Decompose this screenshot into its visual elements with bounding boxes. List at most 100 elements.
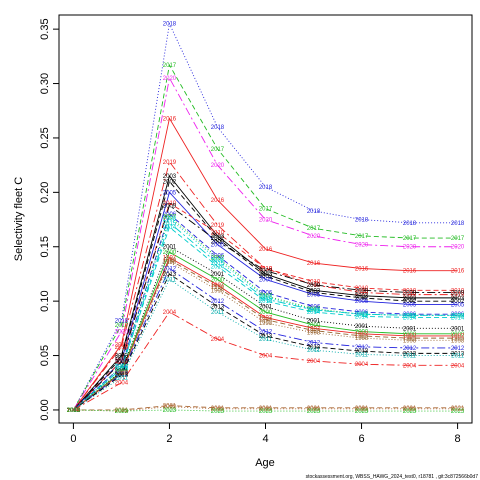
point-label-2014-age-3: 2014 [211, 264, 225, 270]
point-label-2013-age-0: 2013 [67, 408, 81, 414]
point-label-1998-age-4: 1998 [259, 321, 273, 327]
point-label-1997-age-8: 1997 [451, 334, 465, 340]
point-label-2011-age-6: 2011 [355, 352, 369, 358]
point-label-2007-age-2: 2007 [163, 214, 177, 220]
point-label-2009-age-0: 2009 [67, 408, 81, 414]
point-label-2018-age-3: 2018 [211, 125, 225, 131]
point-label-2010-age-3: 2010 [211, 231, 225, 237]
point-label-2018-age-2: 2018 [163, 22, 177, 28]
point-label-2005-age-2: 2005 [163, 190, 177, 196]
point-label-2008-age-2: 2008 [163, 216, 177, 222]
point-label-2008-age-3: 2008 [211, 258, 225, 264]
point-label-1999-age-1: 1999 [115, 371, 129, 377]
point-label-2022-age-8: 2022 [451, 407, 465, 413]
point-label-2007-age-0: 2007 [67, 408, 81, 414]
point-label-2003-age-5: 2003 [307, 288, 321, 294]
series-line-2016 [73, 117, 458, 411]
series-layer [73, 22, 458, 412]
point-label-2002-age-6: 2002 [355, 296, 369, 302]
point-label-2009-age-7: 2009 [403, 290, 417, 296]
y-tick-label-4: 0.20 [39, 182, 51, 203]
point-label-2006-age-1: 2006 [115, 364, 129, 370]
point-label-2015-age-3: 2015 [211, 261, 225, 267]
point-label-2004-age-1: 2004 [115, 381, 129, 387]
point-label-2002-age-1: 2002 [115, 356, 129, 362]
point-label-2007-age-5: 2007 [307, 307, 321, 313]
point-label-2007-age-1: 2007 [115, 364, 129, 370]
point-label-2016-age-2: 2016 [163, 116, 177, 122]
point-label-2019-age-6: 2019 [355, 290, 369, 296]
point-label-2012-age-7: 2012 [403, 346, 417, 352]
plot-frame [58, 14, 473, 424]
point-label-2008-age-5: 2008 [307, 308, 321, 314]
point-label-2020-age-3: 2020 [211, 163, 225, 169]
point-label-2020-age-7: 2020 [403, 245, 417, 251]
point-label-2009-age-2: 2009 [163, 203, 177, 209]
point-label-2018-age-7: 2018 [403, 221, 417, 227]
point-label-2015-age-1: 2015 [115, 367, 129, 373]
point-label-1997-age-3: 1997 [211, 283, 225, 289]
point-label-2016-age-5: 2016 [307, 261, 321, 267]
point-label-2019-age-0: 2019 [67, 408, 81, 414]
x-tick-label-8: 8 [455, 433, 461, 445]
series-line-2015 [73, 222, 458, 411]
point-label-2017-age-7: 2017 [403, 236, 417, 242]
point-label-2010-age-2: 2010 [163, 201, 177, 207]
point-label-2007-age-6: 2007 [355, 312, 369, 318]
point-label-2010-age-5: 2010 [307, 280, 321, 286]
y-tick-label-2: 0.10 [39, 290, 51, 311]
point-label-2022-age-5: 2022 [307, 407, 321, 413]
point-label-2006-age-0: 2006 [67, 408, 81, 414]
point-label-1998-age-7: 1998 [403, 338, 417, 344]
point-label-2022-age-3: 2022 [211, 407, 225, 413]
series-line-1997 [73, 256, 458, 411]
point-label-2004-age-5: 2004 [307, 359, 321, 365]
point-label-2023-age-6: 2023 [355, 409, 369, 415]
point-label-2023-age-5: 2023 [307, 409, 321, 415]
point-label-2021-age-1: 2021 [115, 408, 129, 414]
point-label-2005-age-4: 2005 [259, 277, 273, 283]
point-label-2021-age-0: 2021 [67, 408, 81, 414]
point-label-2016-age-3: 2016 [211, 198, 225, 204]
y-tick-label-0: 0.00 [39, 399, 51, 420]
point-label-2011-age-2: 2011 [163, 277, 177, 283]
point-label-1999-age-6: 1999 [355, 334, 369, 340]
point-label-2014-age-4: 2014 [259, 299, 273, 305]
series-line-2005 [73, 191, 458, 411]
point-label-2021-age-3: 2021 [211, 406, 225, 412]
point-label-2018-age-6: 2018 [355, 218, 369, 224]
point-label-2013-age-8: 2013 [451, 351, 465, 357]
series-line-2006 [73, 213, 458, 411]
point-label-2014-age-1: 2014 [115, 367, 129, 373]
x-tick-label-2: 2 [166, 433, 172, 445]
point-label-2004-age-7: 2004 [403, 363, 417, 369]
point-label-2023-age-1: 2023 [115, 409, 129, 415]
point-label-2020-age-2: 2020 [163, 76, 177, 82]
y-tick-label-5: 0.25 [39, 127, 51, 148]
point-label-1999-age-3: 1999 [211, 285, 225, 291]
point-label-1998-age-6: 1998 [355, 336, 369, 342]
y-tick-label-1: 0.05 [39, 345, 51, 366]
point-label-2021-age-8: 2021 [451, 406, 465, 412]
series-line-1999 [73, 259, 458, 411]
y-axis-title: Selectivity fleet C [13, 177, 25, 261]
point-label-2017-age-6: 2017 [355, 234, 369, 240]
point-label-2007-age-8: 2007 [451, 313, 465, 319]
point-label-2011-age-5: 2011 [307, 348, 321, 354]
point-label-2003-age-2: 2003 [163, 174, 177, 180]
point-label-2018-age-1: 2018 [115, 319, 129, 325]
point-label-2004-age-3: 2004 [211, 337, 225, 343]
point-label-2003-age-3: 2003 [211, 234, 225, 240]
point-label-1998-age-2: 1998 [163, 260, 177, 266]
series-line-2023 [73, 409, 458, 412]
series-line-2000 [73, 251, 458, 411]
series-line-2003 [73, 175, 458, 411]
point-label-2002-age-0: 2002 [67, 408, 81, 414]
point-label-1997-age-7: 1997 [403, 334, 417, 340]
point-label-2017-age-0: 2017 [67, 408, 81, 414]
x-tick-label-0: 0 [70, 433, 76, 445]
point-label-2019-age-3: 2019 [211, 223, 225, 229]
point-label-2004-age-8: 2004 [451, 363, 465, 369]
point-label-2000-age-4: 2000 [259, 310, 273, 316]
